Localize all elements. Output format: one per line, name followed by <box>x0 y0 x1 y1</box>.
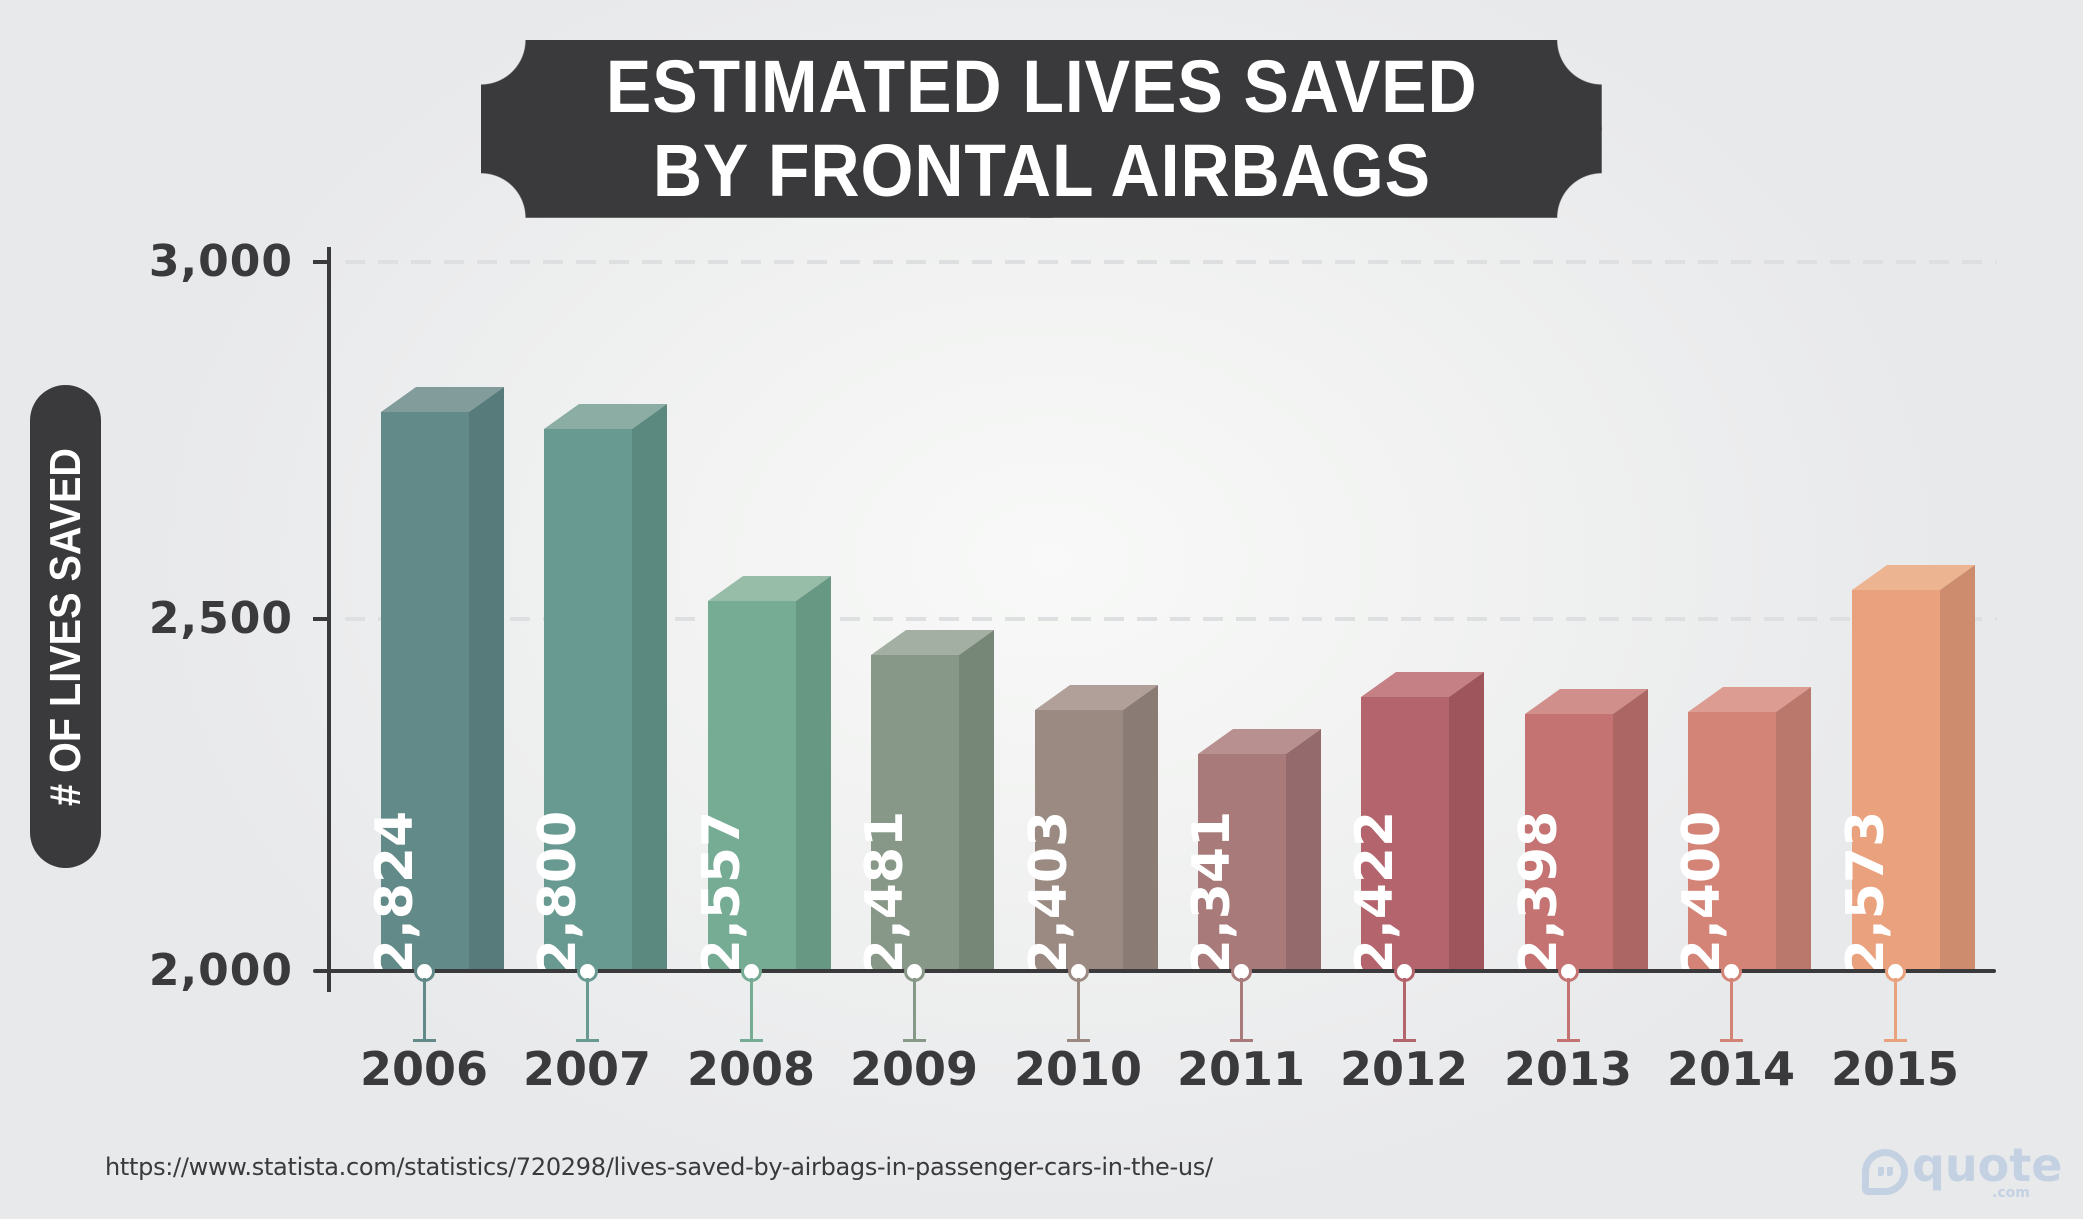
x-tick-2006: 2006 <box>359 1042 489 1096</box>
pin-foot <box>576 1039 599 1042</box>
pin-stem <box>1403 978 1406 1041</box>
pin-stem <box>423 978 426 1041</box>
bar-2010: 2,403 <box>1019 685 1158 975</box>
pin-foot <box>903 1039 926 1042</box>
bar-value-text: 2,400 <box>1672 810 1733 976</box>
bar-value-label: 2,573 <box>1836 773 1940 975</box>
bar-value-label: 2,398 <box>1509 773 1613 975</box>
bar-front-face <box>1525 714 1613 971</box>
pin-foot <box>1557 1039 1580 1042</box>
pin-stem <box>1894 978 1897 1041</box>
bar-2013: 2,398 <box>1509 689 1648 975</box>
bar-value-label: 2,481 <box>855 773 959 975</box>
pin-stem <box>586 978 589 1041</box>
bar-value-text: 2,403 <box>1019 810 1080 976</box>
bar-value-text: 2,422 <box>1345 810 1406 976</box>
pin-stem <box>1077 978 1080 1041</box>
bar-side-face <box>632 404 667 971</box>
bar-2007: 2,800 <box>528 404 667 975</box>
bar-side-face <box>1776 687 1811 971</box>
bar-side-face <box>1613 689 1648 971</box>
source-url: https://www.statista.com/statistics/7202… <box>105 1153 1213 1181</box>
pin-foot <box>1884 1039 1907 1042</box>
x-tick-2014: 2014 <box>1666 1042 1796 1096</box>
pin-foot <box>740 1039 763 1042</box>
bar-2008: 2,557 <box>692 576 831 975</box>
bar-front-face <box>544 429 632 971</box>
bar-front-face <box>1198 754 1286 971</box>
bar-front-face <box>1852 590 1940 971</box>
bar-front-face <box>1361 697 1449 971</box>
bar-value-text: 2,824 <box>365 810 426 976</box>
bar-value-text: 2,398 <box>1509 810 1570 976</box>
pin-stem <box>750 978 753 1041</box>
logo-word: quote <box>1912 1138 2063 1192</box>
x-tick-2011: 2011 <box>1176 1042 1306 1096</box>
x-tick-2012: 2012 <box>1339 1042 1469 1096</box>
quote-bubble-icon <box>1862 1149 1908 1195</box>
bar-2009: 2,481 <box>855 630 994 975</box>
bar-side-face <box>469 387 504 971</box>
x-tick-2010: 2010 <box>1013 1042 1143 1096</box>
y-tick-2500: 2,500 <box>148 593 293 644</box>
bar-value-text: 2,800 <box>528 810 589 976</box>
bar-value-text: 2,481 <box>855 810 916 976</box>
y-axis-label-pill: # OF LIVES SAVED <box>30 385 101 868</box>
pin-stem <box>1567 978 1570 1041</box>
x-tick-2007: 2007 <box>522 1042 652 1096</box>
bar-side-face <box>1940 565 1975 971</box>
y-tick-2000: 2,000 <box>148 945 293 996</box>
bar-value-label: 2,341 <box>1182 773 1286 975</box>
bar-2015: 2,573 <box>1836 565 1975 975</box>
bar-side-face <box>796 576 831 971</box>
bar-value-text: 2,557 <box>692 810 753 976</box>
bar-2011: 2,341 <box>1182 729 1321 975</box>
y-tick-3000: 3,000 <box>148 236 293 287</box>
pin-stem <box>913 978 916 1041</box>
pin-foot <box>1067 1039 1090 1042</box>
bar-side-face <box>1123 685 1158 971</box>
bar-value-label: 2,422 <box>1345 773 1449 975</box>
bar-2012: 2,422 <box>1345 672 1484 975</box>
bar-value-label: 2,557 <box>692 773 796 975</box>
pin-foot <box>1720 1039 1743 1042</box>
bar-value-label: 2,400 <box>1672 773 1776 975</box>
y-axis-line <box>327 247 331 992</box>
bar-front-face <box>381 412 469 971</box>
x-tick-2009: 2009 <box>849 1042 979 1096</box>
x-tick-2008: 2008 <box>686 1042 816 1096</box>
bar-2014: 2,400 <box>1672 687 1811 975</box>
bar-value-label: 2,800 <box>528 773 632 975</box>
pin-foot <box>1393 1039 1416 1042</box>
bar-value-text: 2,573 <box>1836 810 1897 976</box>
pin-foot <box>1230 1039 1253 1042</box>
bar-2006: 2,824 <box>365 387 504 975</box>
pin-stem <box>1730 978 1733 1041</box>
bar-value-text: 2,341 <box>1182 810 1243 976</box>
bar-side-face <box>959 630 994 971</box>
bar-front-face <box>708 601 796 971</box>
bar-front-face <box>871 655 959 971</box>
gridline-3000 <box>345 260 1997 264</box>
bar-value-label: 2,824 <box>365 773 469 975</box>
pin-stem <box>1240 978 1243 1041</box>
y-tick-mark-3000 <box>313 260 329 264</box>
title-line-2: BY FRONTAL AIRBAGS <box>652 129 1431 212</box>
bar-front-face <box>1035 710 1123 971</box>
bar-front-face <box>1688 712 1776 971</box>
bar-side-face <box>1449 672 1484 971</box>
x-axis-line <box>313 969 1996 973</box>
gridline-2500 <box>345 617 1997 621</box>
x-tick-2015: 2015 <box>1830 1042 1960 1096</box>
y-tick-mark-2500 <box>313 617 329 621</box>
bar-value-label: 2,403 <box>1019 773 1123 975</box>
title-line-1: ESTIMATED LIVES SAVED <box>605 45 1478 128</box>
x-tick-2013: 2013 <box>1503 1042 1633 1096</box>
y-axis-label: # OF LIVES SAVED <box>40 447 90 806</box>
logo-suffix: .com <box>1992 1185 2030 1201</box>
pin-foot <box>413 1039 436 1042</box>
title-banner: ESTIMATED LIVES SAVED BY FRONTAL AIRBAGS <box>481 40 1602 218</box>
bar-side-face <box>1286 729 1321 971</box>
